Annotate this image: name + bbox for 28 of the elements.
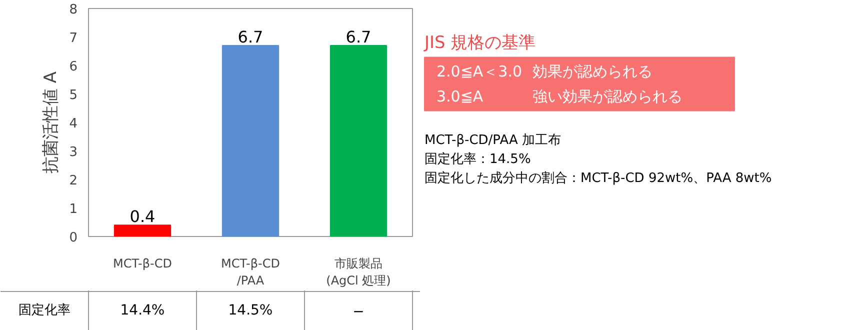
x-tick-label: MCT-β-CD /PAA [221,256,280,288]
text: 2.0≦A＜3.0 [436,62,522,80]
text: 14.4% [120,302,165,318]
x-tick-label: MCT-β-CD [113,256,172,270]
text: JIS 規格の基準 [424,33,536,54]
y-tick-label: 0 [69,230,78,246]
text: 効果が認められる [532,62,652,80]
text: − [352,304,364,320]
text: 強い効果が認められる [532,88,682,106]
data-label: 0.4 [130,207,156,226]
y-tick-label: 8 [69,2,78,18]
y-tick-label: 1 [69,202,78,217]
text: 14.5% [228,302,273,318]
y-tick-label: 6 [69,60,78,74]
data-label: 6.7 [238,28,264,47]
text: MCT-β-CD/PAA 加工布 [424,133,561,148]
text: 固定化した成分中の割合：MCT-β-CD 92wt%、PAA 8wt% [424,170,772,186]
x-tick-label: 市販製品 (AgCl 処理) [326,256,391,288]
y-tick-label: 5 [69,88,78,103]
y-tick-label: 3 [69,145,78,160]
y-tick-label: 2 [69,174,78,188]
text: 固定化率：14.5% [424,150,531,167]
text: 3.0≦A [436,88,484,106]
y-tick-label: 4 [69,116,78,132]
text: 固定化率 [18,302,70,318]
y-tick-label: 7 [69,31,78,46]
data-label: 6.7 [346,28,372,47]
y-axis-title: 抗菌活性値 A [41,71,62,174]
